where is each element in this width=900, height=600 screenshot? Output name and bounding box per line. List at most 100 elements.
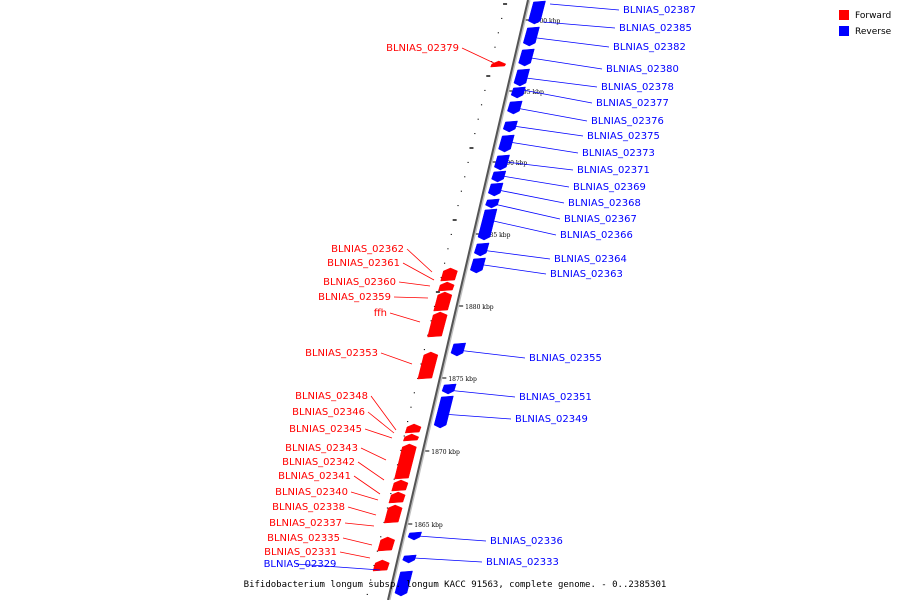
- gene-arrow: [407, 531, 422, 541]
- reverse-gene-label: BLNIAS_02366: [560, 230, 633, 241]
- forward-gene-leader: [393, 296, 429, 299]
- gene-arrow: [437, 281, 455, 292]
- forward-gene-leader: [402, 262, 435, 281]
- reverse-gene-leader: [295, 563, 381, 571]
- gene-arrow: [518, 48, 535, 67]
- scale-label: 1865 kbp: [414, 522, 443, 529]
- forward-gene-leader: [398, 281, 431, 287]
- forward-gene-label: BLNIAS_02348: [295, 391, 368, 402]
- forward-gene-label: BLNIAS_02379: [386, 43, 459, 54]
- gene-arrow: [433, 291, 453, 312]
- gene-arrow: [417, 351, 439, 380]
- gene-arrow: [507, 100, 523, 115]
- reverse-gene-leader: [493, 203, 561, 220]
- reverse-gene-leader: [441, 413, 512, 420]
- forward-gene-leader: [360, 447, 387, 461]
- reverse-gene-label: BLNIAS_02367: [564, 214, 637, 225]
- forward-gene-label: BLNIAS_02331: [264, 547, 337, 558]
- reverse-gene-label: BLNIAS_02364: [554, 254, 627, 265]
- reverse-gene-leader: [508, 141, 579, 154]
- reverse-gene-label: BLNIAS_02349: [515, 414, 588, 425]
- reverse-gene-leader: [413, 557, 483, 563]
- reverse-gene-leader: [536, 37, 610, 48]
- forward-gene-leader: [364, 428, 393, 439]
- reverse-gene-label: BLNIAS_02371: [577, 165, 650, 176]
- gene-arrow: [450, 342, 467, 357]
- gene-arrow: [394, 570, 413, 597]
- gene-arrow: [388, 491, 406, 504]
- forward-gene-label: BLNIAS_02341: [278, 471, 351, 482]
- gene-arrow: [494, 154, 510, 171]
- forward-gene-leader: [357, 461, 385, 481]
- forward-gene-label: BLNIAS_02338: [272, 502, 345, 513]
- reverse-gene-label: BLNIAS_02368: [568, 198, 641, 209]
- forward-gene-label: BLNIAS_02345: [289, 424, 362, 435]
- forward-gene-leader: [353, 475, 381, 495]
- legend: Forward Reverse: [839, 10, 892, 37]
- reverse-gene-leader: [497, 189, 565, 204]
- reverse-gene-leader: [522, 89, 593, 104]
- reverse-gene-label: BLNIAS_02375: [587, 131, 660, 142]
- gene-arrow: [391, 479, 409, 492]
- forward-gene-leader: [406, 248, 433, 273]
- reverse-gene-leader: [505, 161, 574, 171]
- gene-arrow: [502, 120, 518, 133]
- forward-gene-leader: [367, 411, 395, 434]
- reverse-gene-leader: [512, 125, 584, 137]
- reverse-gene-label: BLNIAS_02378: [601, 82, 674, 93]
- reverse-gene-leader: [525, 77, 598, 88]
- gene-arrow: [477, 208, 498, 241]
- gene-arrow: [402, 554, 417, 564]
- reverse-gene-label: BLNIAS_02377: [596, 98, 669, 109]
- reverse-gene-leader: [515, 107, 588, 122]
- forward-gene-label: BLNIAS_02342: [282, 457, 355, 468]
- scale-label: 1885 kbp: [482, 232, 511, 239]
- reverse-gene-leader: [417, 535, 487, 542]
- reverse-gene-label: BLNIAS_02376: [591, 116, 664, 127]
- gene-labels: BLNIAS_02387 BLNIAS_02385 BLNIAS_02382 BLNI…: [264, 3, 696, 571]
- reverse-legend-label: Reverse: [855, 27, 892, 37]
- forward-gene-label: ffh: [374, 308, 387, 319]
- gene-arrow: [402, 433, 420, 442]
- forward-legend-label: Forward: [855, 11, 891, 21]
- forward-gene-leader: [370, 395, 397, 431]
- forward-gene-leader: [344, 522, 375, 527]
- scale-label: 1880 kbp: [465, 304, 494, 311]
- genome-caption: Bifidobacterium longum subsp. longum KAC…: [244, 580, 667, 590]
- forward-gene-label: BLNIAS_02353: [305, 348, 378, 359]
- gene-arrow: [470, 257, 486, 274]
- gene-arrow: [491, 170, 507, 183]
- reverse-gene-label: BLNIAS_02385: [619, 23, 692, 34]
- gene-arrow: [490, 60, 507, 68]
- reverse-gene-label: BLNIAS_02380: [606, 64, 679, 75]
- reverse-gene-leader: [549, 3, 620, 11]
- forward-gene-label: BLNIAS_02361: [327, 258, 400, 269]
- scale-label: 1875 kbp: [448, 376, 477, 383]
- gene-arrow: [440, 267, 458, 282]
- gene-arrow: [433, 395, 454, 429]
- reverse-gene-label: BLNIAS_02387: [623, 5, 696, 16]
- reverse-gene-label: BLNIAS_02373: [582, 148, 655, 159]
- reverse-gene-label: BLNIAS_02355: [529, 353, 602, 364]
- forward-gene-label: BLNIAS_02359: [318, 292, 391, 303]
- reverse-gene-label: BLNIAS_02329: [264, 559, 337, 570]
- reverse-gene-leader: [530, 57, 603, 70]
- reverse-gene-label: BLNIAS_02351: [519, 392, 592, 403]
- forward-gene-leader: [342, 537, 373, 546]
- forward-gene-label: BLNIAS_02346: [292, 407, 365, 418]
- scale-label: 1900 kbp: [532, 18, 561, 25]
- gene-arrow: [394, 443, 417, 480]
- gene-arrow: [485, 198, 500, 209]
- forward-gene-leader: [389, 312, 421, 323]
- forward-gene-leader: [350, 491, 379, 501]
- forward-gene-label: BLNIAS_02337: [269, 518, 342, 529]
- reverse-gene-label: BLNIAS_02333: [486, 557, 559, 568]
- gene-arrow: [528, 0, 546, 25]
- reverse-gene-leader: [542, 21, 616, 29]
- forward-gene-label: BLNIAS_02343: [285, 443, 358, 454]
- forward-gene-leader: [347, 506, 377, 516]
- reverse-gene-label: BLNIAS_02382: [613, 42, 686, 53]
- gene-features: [372, 0, 546, 597]
